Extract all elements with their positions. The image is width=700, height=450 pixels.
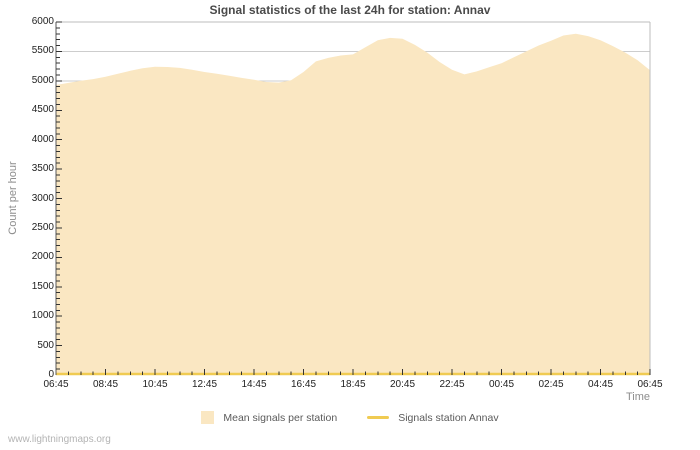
- y-axis-title: Count per hour: [7, 161, 19, 235]
- legend-line-swatch: [367, 416, 390, 419]
- y-tick-label: 5000: [31, 74, 54, 86]
- y-tick-label: 0: [48, 369, 54, 380]
- x-tick-label: 08:45: [92, 379, 119, 390]
- y-tick-label: 500: [37, 339, 54, 351]
- x-tick-label: 02:45: [538, 379, 564, 390]
- x-tick-label: 22:45: [439, 379, 465, 390]
- legend-label: Mean signals per station: [223, 411, 338, 424]
- x-axis-title: Time: [625, 391, 650, 403]
- y-tick-label: 4500: [31, 104, 54, 116]
- x-tick-label: 14:45: [241, 379, 267, 390]
- x-tick-label: 12:45: [191, 379, 218, 390]
- chart-title: Signal statistics of the last 24h for st…: [209, 3, 491, 17]
- x-tick-label: 16:45: [290, 379, 317, 390]
- x-tick-label: 06:45: [637, 379, 663, 390]
- y-tick-label: 6000: [31, 16, 54, 27]
- legend-area-swatch: [201, 411, 215, 424]
- watermark: www.lightningmaps.org: [8, 434, 111, 445]
- x-tick-label: 10:45: [142, 379, 168, 390]
- y-tick-label: 3000: [31, 192, 54, 204]
- x-tick-label: 20:45: [389, 379, 416, 390]
- y-tick-label: 1000: [31, 310, 54, 322]
- legend-item: Mean signals per station: [201, 411, 337, 424]
- y-tick-label: 3500: [31, 163, 54, 175]
- legend-label: Signals station Annav: [398, 411, 499, 424]
- x-tick-label: 06:45: [43, 379, 69, 390]
- y-tick-label: 1500: [31, 280, 54, 292]
- legend-item: Signals station Annav: [367, 411, 499, 424]
- chart-legend: Mean signals per station Signals station …: [0, 411, 700, 424]
- x-tick-label: 04:45: [587, 379, 614, 390]
- y-tick-label: 2500: [31, 221, 54, 233]
- y-tick-label: 4000: [31, 133, 54, 145]
- y-tick-label: 2000: [31, 251, 54, 263]
- y-tick-label: 5500: [31, 45, 54, 57]
- x-tick-label: 00:45: [488, 379, 515, 390]
- x-tick-label: 18:45: [340, 379, 366, 390]
